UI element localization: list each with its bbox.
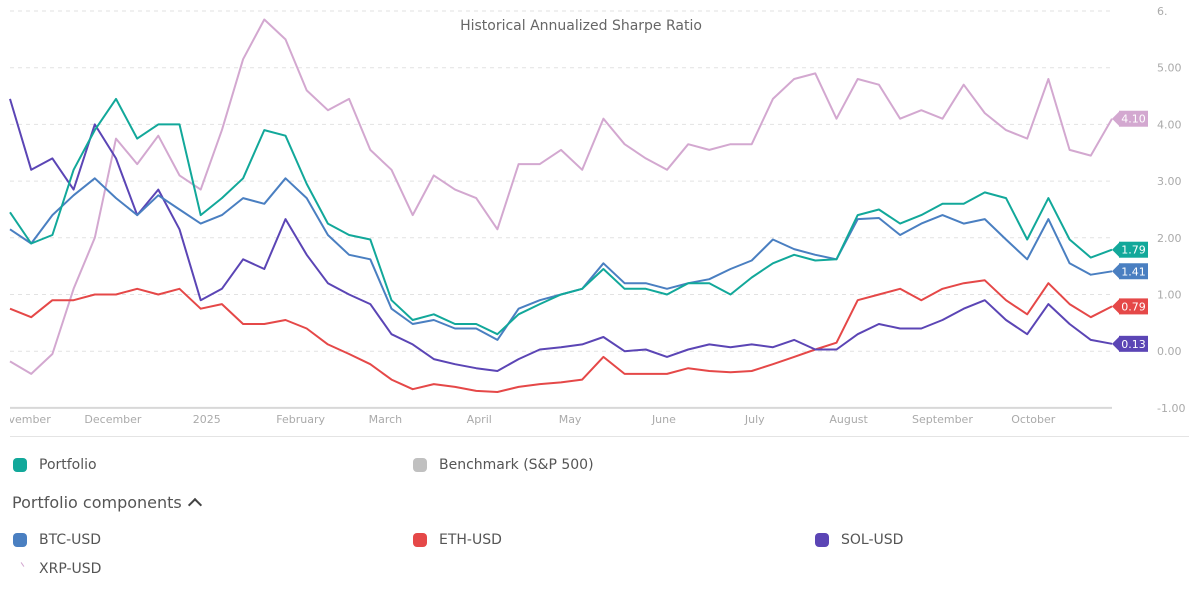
- x-tick-label: 2025: [193, 413, 221, 426]
- x-tick-label: June: [651, 413, 676, 426]
- end-value-label: 0.13: [1121, 338, 1146, 351]
- x-tick-label: February: [276, 413, 325, 426]
- end-value-label: 4.10: [1121, 113, 1146, 126]
- x-tick-label: October: [1011, 413, 1055, 426]
- x-tick-label: December: [84, 413, 142, 426]
- end-value-badge-sol-usd: 0.13: [1112, 335, 1148, 352]
- end-value-badge-btc-usd: 1.41: [1112, 263, 1148, 280]
- end-value-badge-eth-usd: 0.79: [1112, 298, 1148, 315]
- series-line-portfolio: [9, 97, 1113, 336]
- legend-item-eth[interactable]: ETH-USD: [413, 532, 502, 548]
- y-tick-label: -1.00: [1157, 402, 1185, 415]
- x-tick-label: March: [369, 413, 403, 426]
- end-value-label: 1.79: [1121, 244, 1146, 257]
- legend-item-xrp[interactable]: XRP-USD: [13, 561, 101, 577]
- y-tick-label: 4.00: [1157, 118, 1182, 131]
- legend-item-sol[interactable]: SOL-USD: [815, 532, 903, 548]
- x-tick-label: November: [0, 413, 51, 426]
- y-tick-label: 5.00: [1157, 62, 1182, 75]
- legend-item-btc[interactable]: BTC-USD: [13, 532, 101, 548]
- y-tick-label: 6.: [1157, 5, 1168, 18]
- legend-label: XRP-USD: [39, 561, 102, 577]
- y-tick-label: 0.00: [1157, 345, 1182, 358]
- y-tick-label: 2.00: [1157, 232, 1182, 245]
- y-tick-label: 1.00: [1157, 289, 1182, 302]
- end-value-label: 0.79: [1121, 300, 1146, 313]
- x-tick-label: May: [559, 413, 582, 426]
- end-value-badge-portfolio: 1.79: [1112, 241, 1148, 258]
- xrp-swatch-icon: [13, 562, 27, 576]
- benchmark-swatch-icon: [413, 458, 427, 472]
- chart-title: Historical Annualized Sharpe Ratio: [460, 18, 702, 34]
- sol-swatch-icon: [815, 533, 829, 547]
- legend-label: SOL-USD: [841, 532, 904, 548]
- series-line-sol-usd: [9, 98, 1113, 372]
- legend-label: Benchmark (S&P 500): [439, 457, 594, 473]
- x-tick-label: August: [829, 413, 868, 426]
- series-line-btc-usd: [9, 177, 1113, 341]
- portfolio-components-toggle[interactable]: Portfolio components: [12, 493, 202, 513]
- x-tick-label: April: [467, 413, 492, 426]
- sharpe-ratio-chart: 6. 5.00 4.00 3.00 2.00 1.00 0.00 -1.00 Historic…: [0, 5, 1185, 426]
- legend-label: ETH-USD: [439, 532, 502, 548]
- eth-swatch-icon: [413, 533, 427, 547]
- btc-swatch-icon: [13, 533, 27, 547]
- legend-label: BTC-USD: [39, 532, 102, 548]
- x-tick-label: September: [912, 413, 973, 426]
- legend-divider: [10, 436, 1189, 437]
- x-tick-label: July: [744, 413, 765, 426]
- y-tick-label: 3.00: [1157, 175, 1182, 188]
- end-value-badge-xrp-usd: 4.10: [1112, 110, 1148, 127]
- components-title: Portfolio components: [12, 493, 182, 512]
- series-line-xrp-usd: [9, 18, 1113, 375]
- chevron-up-icon: [187, 497, 202, 513]
- end-value-label: 1.41: [1121, 265, 1146, 278]
- portfolio-swatch-icon: [13, 458, 27, 472]
- legend-item-benchmark[interactable]: Benchmark (S&P 500): [413, 457, 594, 473]
- legend-label: Portfolio: [39, 457, 97, 473]
- legend-item-portfolio[interactable]: Portfolio: [13, 457, 97, 473]
- series-line-eth-usd: [9, 279, 1113, 393]
